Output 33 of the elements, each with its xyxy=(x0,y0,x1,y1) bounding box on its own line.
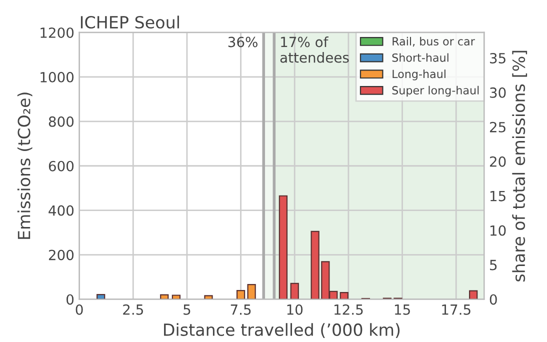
y2-axis-title: share of total emissions [%] xyxy=(512,50,528,282)
legend-label: Super long-haul xyxy=(392,86,479,97)
x-tick-label: 12.5 xyxy=(334,304,363,315)
annotation: 17% of attendees xyxy=(280,36,349,63)
x-tick-label: 10 xyxy=(287,304,303,315)
y2-tick-label: 20 xyxy=(490,156,506,167)
x-tick-label: 15 xyxy=(394,304,410,315)
x-axis-title: Distance travelled (’000 km) xyxy=(164,323,400,338)
x-tick-label: 5 xyxy=(184,304,190,315)
annotation: 36% xyxy=(228,36,258,48)
y-tick-label: 200 xyxy=(48,250,74,260)
y-tick-label: 1000 xyxy=(40,72,74,82)
x-tick-label: 0 xyxy=(76,304,83,315)
y2-tick-label: 0 xyxy=(490,294,497,305)
y-tick-label: 600 xyxy=(48,160,74,172)
legend-label: Rail, bus or car xyxy=(392,36,475,47)
y2-tick-label: 15 xyxy=(490,191,506,202)
x-tick-label: 17.5 xyxy=(442,304,470,315)
y-tick-label: 800 xyxy=(48,116,74,127)
y-axis-title: Emissions (tCO₂e) xyxy=(17,92,32,239)
y-tick-label: 400 xyxy=(48,205,74,216)
y2-tick-label: 35 xyxy=(490,52,506,64)
legend-label: Long-haul xyxy=(392,70,446,80)
y-tick-label: 0 xyxy=(66,294,74,305)
chart-title: ICHEP Seoul xyxy=(80,16,179,29)
x-tick-label: 2.5 xyxy=(123,304,143,315)
y2-tick-label: 10 xyxy=(490,225,506,236)
y2-tick-label: 30 xyxy=(490,87,506,98)
y-tick-label: 1200 xyxy=(40,27,74,38)
y2-tick-label: 25 xyxy=(490,122,506,132)
y2-tick-label: 5 xyxy=(490,260,497,270)
x-tick-label: 7.5 xyxy=(230,304,251,315)
legend-label: Short-haul xyxy=(392,53,448,62)
